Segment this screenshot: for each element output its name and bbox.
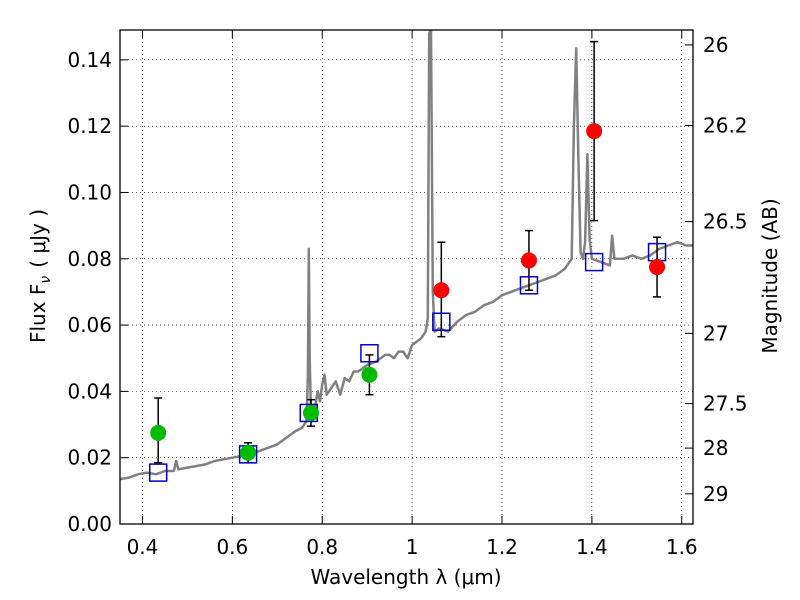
x-tick-label: 0.4 — [127, 535, 159, 559]
model-square-marker — [360, 344, 379, 363]
observed-point — [150, 424, 167, 441]
observed-point — [520, 252, 537, 269]
model-square-marker — [432, 312, 451, 332]
observed-point — [303, 404, 319, 421]
y-tick-label: 0.06 — [67, 313, 112, 337]
x-tick-label: 1.2 — [486, 535, 518, 559]
right-tick-label: 27.5 — [703, 392, 748, 416]
y-axis-label: Flux Fν( μJy ) — [26, 209, 54, 343]
y-tick-label: 0.04 — [67, 379, 112, 403]
model-square-marker — [519, 276, 539, 295]
x-tick-label: 0.8 — [306, 535, 338, 559]
observed-point — [586, 123, 603, 140]
spectrum-line — [120, 30, 693, 481]
x-tick-label: 1.6 — [666, 535, 698, 559]
observed-point — [361, 366, 378, 383]
right-tick-label: 27 — [703, 321, 728, 345]
right-tick-label: 26.5 — [703, 210, 748, 234]
right-tick-label: 28 — [703, 436, 728, 460]
y-tick-label: 0.14 — [67, 48, 112, 72]
right-tick-label: 26.2 — [703, 113, 748, 137]
y-tick-label: 0.12 — [67, 114, 112, 138]
observed-point — [649, 259, 666, 276]
y-tick-label: 0.10 — [67, 180, 112, 204]
y-axis-ticks: 0.00 0.02 0.04 0.06 0.08 0.10 0.12 0.14 — [67, 48, 128, 536]
x-tick-label: 1 — [406, 535, 419, 559]
right-axis-label: Magnitude (AB) — [758, 198, 782, 353]
model-square-marker — [584, 252, 604, 272]
plot-frame — [119, 29, 694, 525]
right-tick-label: 26 — [703, 33, 728, 57]
y-tick-label: 0.08 — [67, 247, 112, 271]
x-axis-label: Wavelength λ (μm) — [310, 565, 501, 589]
model-square-marker — [148, 463, 168, 482]
x-tick-label: 1.4 — [576, 535, 608, 559]
grid-lines — [120, 30, 693, 524]
template-spectrum — [120, 30, 693, 481]
observed-point — [240, 444, 257, 461]
observed-point — [433, 282, 450, 299]
y-tick-label: 0.02 — [67, 446, 112, 470]
observed-markers — [150, 123, 666, 461]
right-axis-ticks: 26 26.2 26.5 27 27.5 28 29 — [685, 33, 748, 506]
x-tick-label: 0.6 — [216, 535, 248, 559]
right-tick-label: 29 — [703, 482, 728, 506]
y-tick-label: 0.00 — [67, 512, 112, 536]
x-axis-ticks: 0.4 0.6 0.8 1 1.2 1.4 1.6 — [127, 30, 698, 559]
model-markers — [148, 242, 667, 482]
